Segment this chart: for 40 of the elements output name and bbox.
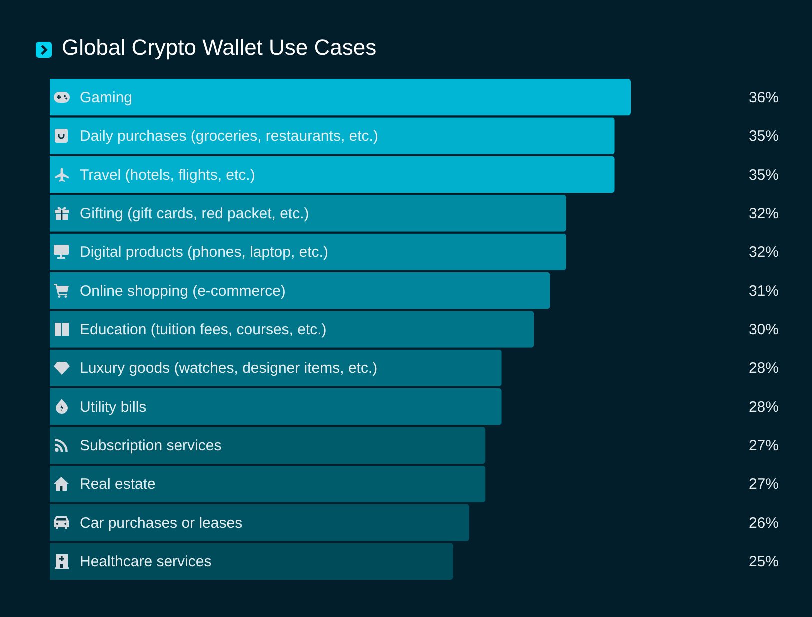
y-tick-label: Education (tuition fees, courses, etc.) bbox=[80, 322, 327, 338]
bar bbox=[50, 118, 615, 154]
data-label: 28% bbox=[748, 360, 779, 378]
data-label: 32% bbox=[748, 244, 779, 262]
chart-title: Global Crypto Wallet Use Cases bbox=[62, 35, 377, 60]
data-label: 26% bbox=[748, 514, 779, 532]
data-label: 27% bbox=[748, 476, 779, 494]
bar bbox=[50, 504, 470, 542]
data-label: 30% bbox=[748, 322, 779, 338]
y-tick-label: Utility bills bbox=[80, 398, 147, 416]
y-tick-label: Real estate bbox=[80, 476, 156, 494]
data-label: 35% bbox=[748, 128, 779, 146]
bar bbox=[50, 311, 534, 348]
data-label: 35% bbox=[748, 166, 779, 184]
bar bbox=[50, 272, 550, 310]
data-label: 25% bbox=[748, 554, 779, 571]
bar bbox=[50, 350, 502, 387]
y-tick-label: Online shopping (e-commerce) bbox=[80, 282, 286, 300]
y-tick-label: Healthcare services bbox=[80, 554, 212, 571]
data-label: 36% bbox=[748, 89, 779, 106]
y-tick-label: Travel (hotels, flights, etc.) bbox=[80, 166, 256, 184]
bar bbox=[50, 543, 454, 580]
data-label: 31% bbox=[748, 282, 779, 300]
bar bbox=[50, 195, 566, 232]
y-tick-label: Digital products (phones, laptop, etc.) bbox=[80, 244, 328, 262]
y-tick-label: Daily purchases (groceries, restaurants, etc.) bbox=[80, 128, 378, 146]
bar bbox=[50, 79, 631, 116]
bar bbox=[50, 234, 566, 270]
bar bbox=[50, 427, 486, 464]
y-tick-label: Gaming bbox=[80, 89, 133, 106]
y-tick-label: Car purchases or leases bbox=[80, 514, 243, 532]
bar bbox=[50, 388, 502, 426]
y-tick-label: Subscription services bbox=[80, 438, 222, 455]
data-label: 28% bbox=[748, 398, 779, 416]
bar bbox=[50, 466, 486, 503]
y-tick-label: Luxury goods (watches, designer items, etc.) bbox=[80, 360, 378, 378]
data-label: 27% bbox=[748, 438, 779, 455]
bar bbox=[50, 156, 615, 194]
data-label: 32% bbox=[748, 205, 779, 222]
y-tick-label: Gifting (gift cards, red packet, etc.) bbox=[80, 205, 310, 222]
